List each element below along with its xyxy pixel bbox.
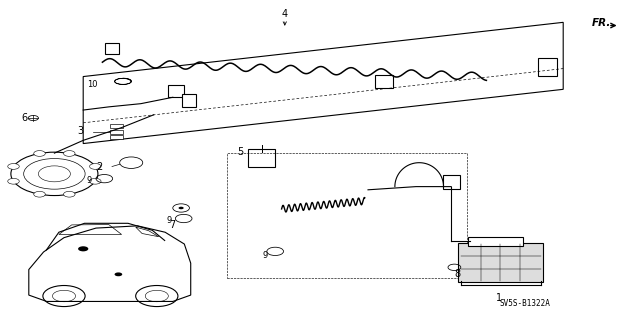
FancyBboxPatch shape — [375, 75, 393, 88]
Text: 2: 2 — [96, 162, 102, 173]
Text: 6: 6 — [21, 113, 28, 123]
Circle shape — [8, 164, 19, 169]
Circle shape — [34, 151, 45, 156]
Text: 1: 1 — [496, 293, 502, 303]
Circle shape — [63, 151, 75, 156]
Text: 3: 3 — [77, 126, 83, 136]
FancyBboxPatch shape — [168, 85, 184, 97]
FancyBboxPatch shape — [538, 58, 557, 76]
FancyBboxPatch shape — [110, 135, 123, 139]
Circle shape — [8, 178, 19, 184]
Circle shape — [63, 191, 75, 197]
FancyBboxPatch shape — [110, 130, 123, 134]
Text: FR.: FR. — [592, 18, 611, 27]
Circle shape — [34, 191, 45, 197]
Circle shape — [115, 272, 122, 276]
Circle shape — [90, 178, 101, 184]
Text: 4: 4 — [282, 9, 288, 19]
Text: SV5S-B1322A: SV5S-B1322A — [499, 299, 550, 308]
Text: 9: 9 — [87, 176, 92, 185]
Text: 8: 8 — [454, 269, 461, 279]
FancyBboxPatch shape — [443, 175, 460, 189]
Text: 10: 10 — [88, 80, 98, 89]
FancyBboxPatch shape — [105, 43, 119, 54]
Text: 5: 5 — [237, 146, 243, 157]
FancyBboxPatch shape — [182, 94, 196, 107]
Circle shape — [90, 164, 101, 169]
FancyBboxPatch shape — [110, 124, 123, 128]
Text: 9: 9 — [263, 251, 268, 260]
FancyBboxPatch shape — [458, 243, 543, 282]
Text: 9: 9 — [167, 216, 172, 225]
Circle shape — [179, 207, 184, 209]
FancyBboxPatch shape — [248, 149, 275, 167]
FancyBboxPatch shape — [468, 237, 523, 246]
Text: 7: 7 — [170, 220, 176, 230]
Circle shape — [78, 246, 88, 251]
